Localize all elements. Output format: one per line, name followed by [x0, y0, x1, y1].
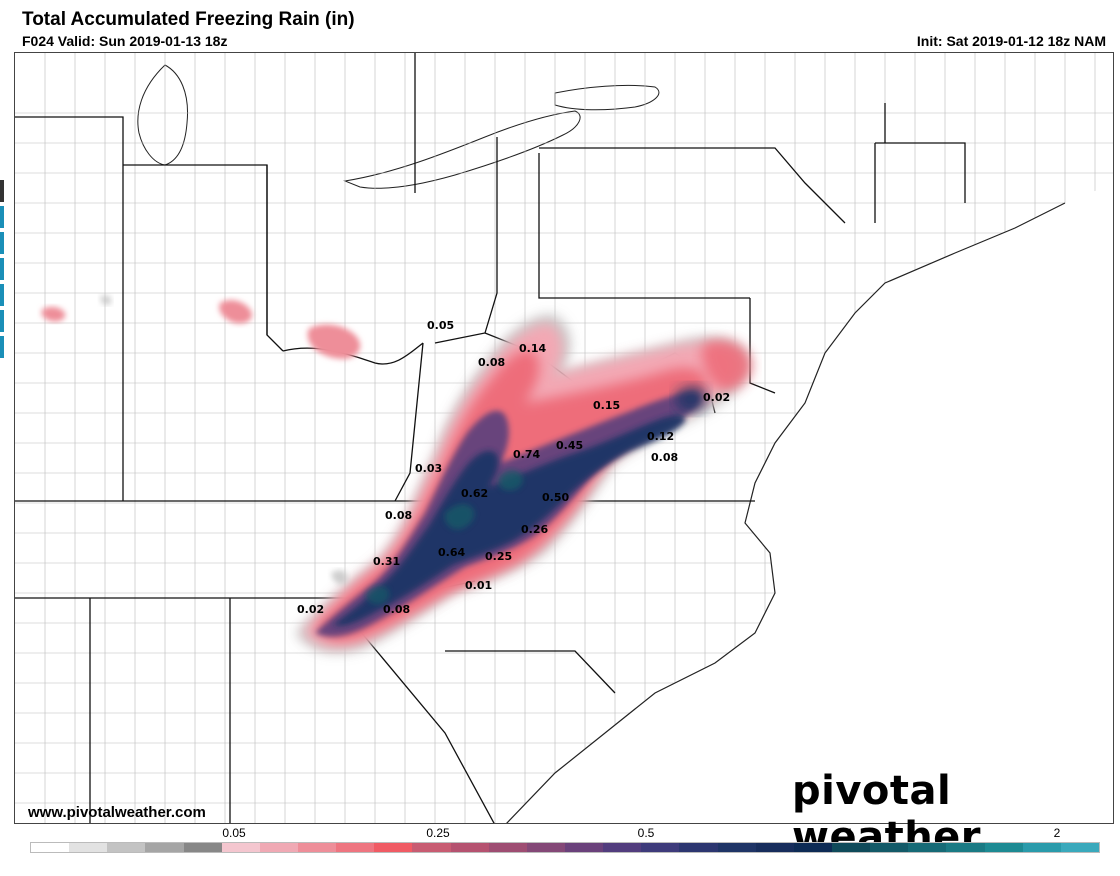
value-label: 0.62 — [461, 487, 488, 500]
legend-swatch — [221, 843, 260, 852]
value-label: 0.45 — [556, 439, 583, 452]
left-tab[interactable] — [0, 206, 4, 228]
legend-swatch — [145, 843, 184, 852]
value-label: 0.31 — [373, 555, 400, 568]
value-label: 0.50 — [542, 491, 569, 504]
lake-michigan — [137, 64, 189, 166]
legend-tick: 0.5 — [637, 826, 655, 840]
legend-swatch — [526, 843, 565, 852]
init-time: Init: Sat 2019-01-12 18z NAM — [916, 33, 1106, 49]
value-label: 0.02 — [703, 391, 730, 404]
value-label: 0.03 — [415, 462, 442, 475]
legend-swatch — [450, 843, 489, 852]
freezing-rain-swath — [41, 295, 752, 653]
legend-swatch — [412, 843, 451, 852]
map-svg: 0.05 0.14 0.08 0.02 0.15 0.12 0.45 0.08 … — [15, 53, 1113, 823]
legend-swatch — [793, 843, 832, 852]
legend-swatch — [870, 843, 909, 852]
great-lakes — [137, 64, 660, 189]
legend-tick: 0.05 — [222, 826, 246, 840]
legend-swatch — [946, 843, 985, 852]
legend-swatch — [1060, 843, 1099, 852]
legend-swatch — [603, 843, 642, 852]
atlantic-ocean — [506, 183, 1113, 823]
lake-erie — [343, 110, 581, 189]
value-label: 0.05 — [427, 319, 454, 332]
left-tab[interactable] — [0, 336, 4, 358]
value-label: 0.08 — [651, 451, 678, 464]
legend-swatch — [1022, 843, 1061, 852]
left-tab[interactable] — [0, 284, 4, 306]
legend-swatch — [107, 843, 146, 852]
lake-ontario — [554, 84, 660, 111]
legend-tick: 0.25 — [426, 826, 450, 840]
legend-swatch — [717, 843, 756, 852]
legend-swatch — [374, 843, 413, 852]
value-label: 0.14 — [519, 342, 546, 355]
legend-swatch — [908, 843, 947, 852]
legend-swatch — [755, 843, 794, 852]
value-label: 0.25 — [485, 550, 512, 563]
value-label: 0.08 — [478, 356, 505, 369]
legend-swatch — [297, 843, 337, 852]
left-tab[interactable] — [0, 258, 4, 280]
value-label: 0.01 — [465, 579, 492, 592]
legend-swatch — [259, 843, 298, 852]
legend-swatch — [69, 843, 108, 852]
value-labels: 0.05 0.14 0.08 0.02 0.15 0.12 0.45 0.08 … — [297, 319, 730, 616]
value-label: 0.08 — [383, 603, 410, 616]
legend-tick: 1 — [846, 826, 854, 840]
legend-swatch — [984, 843, 1023, 852]
left-tab[interactable] — [0, 232, 4, 254]
value-label: 0.26 — [521, 523, 548, 536]
left-edge-tabs — [0, 180, 4, 362]
site-url: www.pivotalweather.com — [28, 804, 206, 821]
legend-swatch — [31, 843, 70, 852]
value-label: 0.12 — [647, 430, 674, 443]
brand-logo: pivotal weather — [792, 768, 982, 860]
legend-tick: 2 — [1053, 826, 1061, 840]
legend-swatch — [183, 843, 222, 852]
state-borders — [15, 53, 966, 823]
legend-swatch — [679, 843, 718, 852]
color-legend — [30, 842, 1100, 853]
legend-swatch — [488, 843, 527, 852]
legend-swatch — [641, 843, 680, 852]
value-label: 0.64 — [438, 546, 465, 559]
legend-swatch — [564, 843, 604, 852]
left-tab[interactable] — [0, 180, 4, 202]
legend-swatch — [831, 843, 871, 852]
value-label: 0.08 — [385, 509, 412, 522]
map-title: Total Accumulated Freezing Rain (in) — [22, 9, 355, 30]
map-area[interactable]: 0.05 0.14 0.08 0.02 0.15 0.12 0.45 0.08 … — [14, 52, 1114, 824]
left-tab[interactable] — [0, 310, 4, 332]
legend-swatch — [336, 843, 375, 852]
coastline — [506, 202, 1066, 823]
value-label: 0.15 — [593, 399, 620, 412]
valid-time: F024 Valid: Sun 2019-01-13 18z — [22, 33, 228, 49]
value-label: 0.74 — [513, 448, 540, 461]
value-label: 0.02 — [297, 603, 324, 616]
legend-ticks: 0.05 0.25 0.5 1 2 — [30, 826, 1100, 840]
